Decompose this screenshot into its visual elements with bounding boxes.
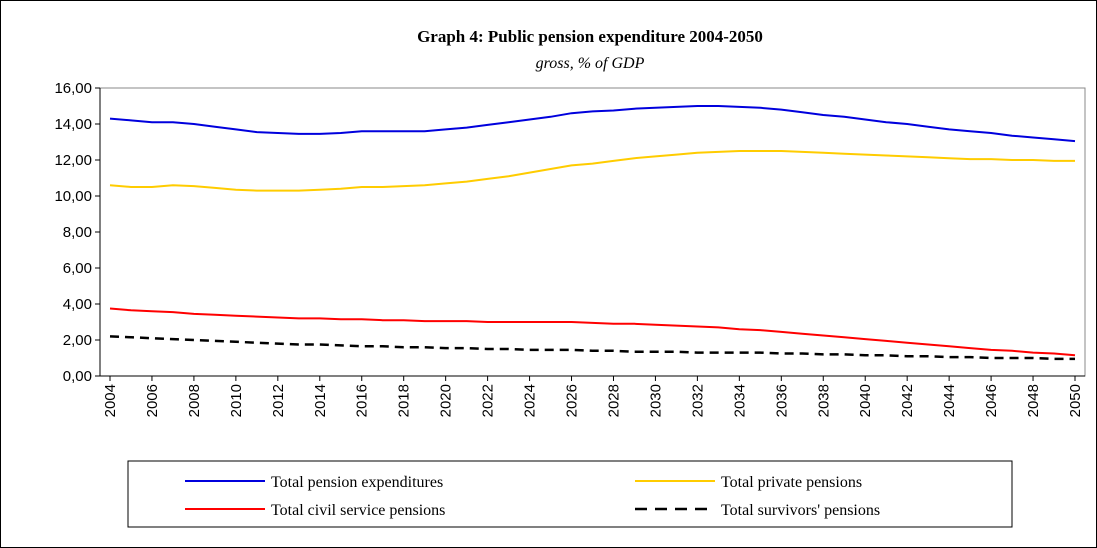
x-tick-label: 2026 [564,384,581,417]
y-tick-label: 14,00 [54,116,92,133]
x-tick-label: 2014 [312,384,329,417]
x-tick-label: 2010 [228,384,245,417]
legend-label: Total civil service pensions [271,502,445,519]
x-tick-label: 2008 [186,384,203,417]
series-line [109,307,1076,357]
x-tick-label: 2040 [857,384,874,417]
x-tick-label: 2012 [270,384,287,417]
series-line [109,150,1075,192]
x-tick-label: 2028 [605,384,622,417]
series-line [109,105,1076,143]
x-tick-label: 2004 [102,384,119,417]
x-tick-label: 2016 [354,384,371,417]
x-tick-label: 2020 [438,384,455,417]
x-tick-label: 2034 [731,384,748,417]
y-tick-label: 16,00 [54,80,92,97]
legend [127,460,1013,528]
x-tick-label: 2036 [773,384,790,417]
legend-label: Total private pensions [721,474,862,491]
x-tick-label: 2032 [689,384,706,417]
x-tick-label: 2046 [983,384,1000,417]
chart-title: Graph 4: Public pension expenditure 2004… [417,27,763,46]
x-tick-label: 2050 [1067,384,1084,417]
chart-subtitle: gross, % of GDP [536,55,645,72]
x-tick-label: 2022 [480,384,497,417]
y-tick-label: 4,00 [63,296,92,313]
y-tick-label: 10,00 [54,188,92,205]
legend-label: Total pension expenditures [271,474,443,491]
x-tick-label: 2038 [815,384,832,417]
x-tick-label: 2018 [396,384,413,417]
x-tick-label: 2006 [144,384,161,417]
y-tick-label: 2,00 [63,332,92,349]
x-tick-label: 2030 [647,384,664,417]
series-line [109,335,1075,361]
y-tick-label: 8,00 [63,224,92,241]
x-tick-label: 2048 [1025,384,1042,417]
x-tick-label: 2024 [522,384,539,417]
y-tick-label: 0,00 [63,368,92,385]
x-tick-label: 2044 [941,384,958,417]
x-tick-label: 2042 [899,384,916,417]
y-tick-label: 12,00 [54,152,92,169]
y-tick-label: 6,00 [63,260,92,277]
legend-label: Total survivors' pensions [721,502,880,519]
